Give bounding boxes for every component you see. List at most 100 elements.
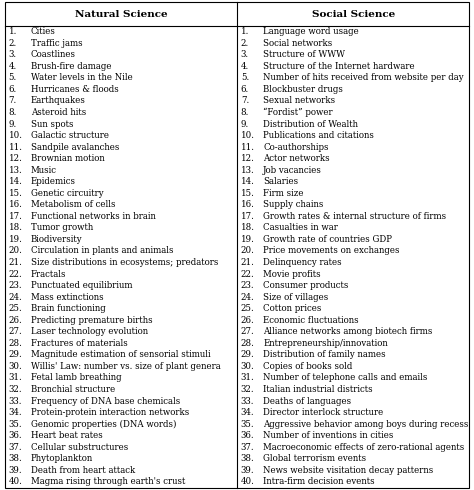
Text: 39.: 39. [241,466,255,475]
Text: Price movements on exchanges: Price movements on exchanges [263,246,400,255]
Text: 33.: 33. [9,396,22,406]
Text: Sun spots: Sun spots [31,120,73,128]
Text: Growth rates & internal structure of firms: Growth rates & internal structure of fir… [263,212,446,221]
Text: Water levels in the Nile: Water levels in the Nile [31,74,133,82]
Text: Number of telephone calls and emails: Number of telephone calls and emails [263,373,428,382]
Text: 32.: 32. [241,385,255,394]
Text: Social Science: Social Science [311,10,395,19]
Text: Structure of the Internet hardware: Structure of the Internet hardware [263,62,415,71]
Text: Brain functioning: Brain functioning [31,304,106,313]
Text: Actor networks: Actor networks [263,154,330,163]
Text: Willis' Law: number vs. size of plant genera: Willis' Law: number vs. size of plant ge… [31,362,220,371]
Text: 38.: 38. [9,454,22,463]
Text: 2.: 2. [9,39,17,48]
Text: 12.: 12. [241,154,255,163]
Text: Entrepreneurship/innovation: Entrepreneurship/innovation [263,339,388,348]
Text: Traffic jams: Traffic jams [31,39,82,48]
Text: 26.: 26. [241,316,255,325]
Text: 36.: 36. [241,431,255,440]
Text: 38.: 38. [241,454,255,463]
Text: Natural Science: Natural Science [74,10,167,19]
Text: 25.: 25. [9,304,22,313]
Text: 7.: 7. [9,97,17,105]
Text: 34.: 34. [241,408,255,417]
Text: 20.: 20. [9,246,22,255]
Text: 29.: 29. [241,350,255,359]
Text: 27.: 27. [9,327,22,336]
Text: Mass extinctions: Mass extinctions [31,293,103,302]
Text: Hurricanes & floods: Hurricanes & floods [31,85,118,94]
Text: Structure of WWW: Structure of WWW [263,50,345,59]
Text: 37.: 37. [241,442,255,452]
Text: 11.: 11. [241,143,255,151]
Text: Macroeconomic effects of zero-rational agents: Macroeconomic effects of zero-rational a… [263,442,465,452]
Text: 19.: 19. [9,235,22,244]
Text: 3.: 3. [9,50,17,59]
Text: Magma rising through earth's crust: Magma rising through earth's crust [31,477,185,486]
Text: 28.: 28. [9,339,22,348]
Text: Intra-firm decision events: Intra-firm decision events [263,477,374,486]
Text: Firm size: Firm size [263,189,303,198]
Text: 9.: 9. [9,120,17,128]
Text: 17.: 17. [9,212,22,221]
Text: Cellular substructures: Cellular substructures [31,442,128,452]
Text: Aggressive behavior among boys during recess: Aggressive behavior among boys during re… [263,419,468,429]
Text: Music: Music [31,166,57,175]
Text: 24.: 24. [241,293,255,302]
Text: 8.: 8. [9,108,17,117]
Text: Distribution of family names: Distribution of family names [263,350,386,359]
Text: Supply chains: Supply chains [263,200,323,209]
Text: Blockbuster drugs: Blockbuster drugs [263,85,343,94]
Text: 8.: 8. [241,108,249,117]
Text: Tumor growth: Tumor growth [31,223,93,232]
Text: 10.: 10. [9,131,23,140]
Text: 16.: 16. [9,200,22,209]
Text: 2.: 2. [241,39,249,48]
Text: 35.: 35. [9,419,22,429]
Text: Functional networks in brain: Functional networks in brain [31,212,155,221]
Text: Global terrorism events: Global terrorism events [263,454,366,463]
Text: 29.: 29. [9,350,22,359]
Text: 31.: 31. [9,373,22,382]
Text: 1.: 1. [9,27,17,36]
Text: 4.: 4. [241,62,249,71]
Text: 23.: 23. [241,281,255,290]
Text: Fractals: Fractals [31,270,66,279]
Text: 7.: 7. [241,97,249,105]
Text: 3.: 3. [241,50,249,59]
Text: 31.: 31. [241,373,255,382]
Text: Job vacancies: Job vacancies [263,166,322,175]
Text: Language word usage: Language word usage [263,27,359,36]
Text: Magnitude estimation of sensorial stimuli: Magnitude estimation of sensorial stimul… [31,350,210,359]
Text: Genomic properties (DNA words): Genomic properties (DNA words) [31,419,176,429]
Text: Coastlines: Coastlines [31,50,76,59]
Text: Epidemics: Epidemics [31,177,76,186]
Text: 40.: 40. [9,477,22,486]
Text: Sandpile avalanches: Sandpile avalanches [31,143,119,151]
Text: Number of hits received from website per day: Number of hits received from website per… [263,74,464,82]
Text: Laser technology evolution: Laser technology evolution [31,327,148,336]
Text: 17.: 17. [241,212,255,221]
Text: Fetal lamb breathing: Fetal lamb breathing [31,373,121,382]
Text: 20.: 20. [241,246,255,255]
Text: Casualties in war: Casualties in war [263,223,338,232]
Text: 13.: 13. [241,166,255,175]
Text: 21.: 21. [241,258,255,267]
Text: 19.: 19. [241,235,255,244]
Text: 18.: 18. [9,223,23,232]
Text: 23.: 23. [9,281,22,290]
Text: Consumer products: Consumer products [263,281,348,290]
Text: 11.: 11. [9,143,23,151]
Text: Delinquency rates: Delinquency rates [263,258,342,267]
Text: Circulation in plants and animals: Circulation in plants and animals [31,246,173,255]
Text: Punctuated equilibrium: Punctuated equilibrium [31,281,132,290]
Text: Economic fluctuations: Economic fluctuations [263,316,359,325]
Text: Bronchial structure: Bronchial structure [31,385,115,394]
Text: Metabolism of cells: Metabolism of cells [31,200,115,209]
Text: Director interlock structure: Director interlock structure [263,408,383,417]
Text: 9.: 9. [241,120,249,128]
Text: 6.: 6. [241,85,249,94]
Text: 15.: 15. [241,189,255,198]
Text: Biodiversity: Biodiversity [31,235,82,244]
Text: Movie profits: Movie profits [263,270,321,279]
